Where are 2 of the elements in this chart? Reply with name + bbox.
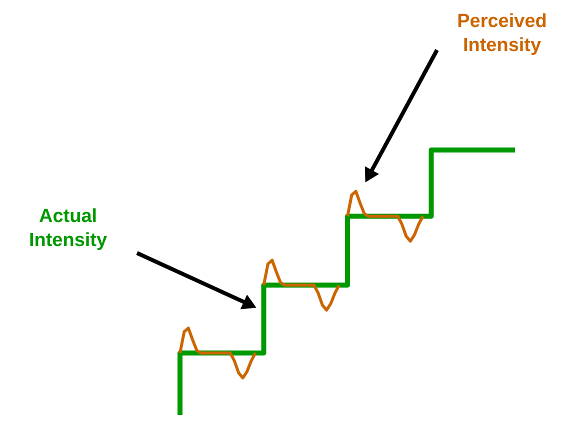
text: Perceived Intensity — [457, 11, 547, 56]
text: Actual Intensity — [28, 206, 108, 251]
